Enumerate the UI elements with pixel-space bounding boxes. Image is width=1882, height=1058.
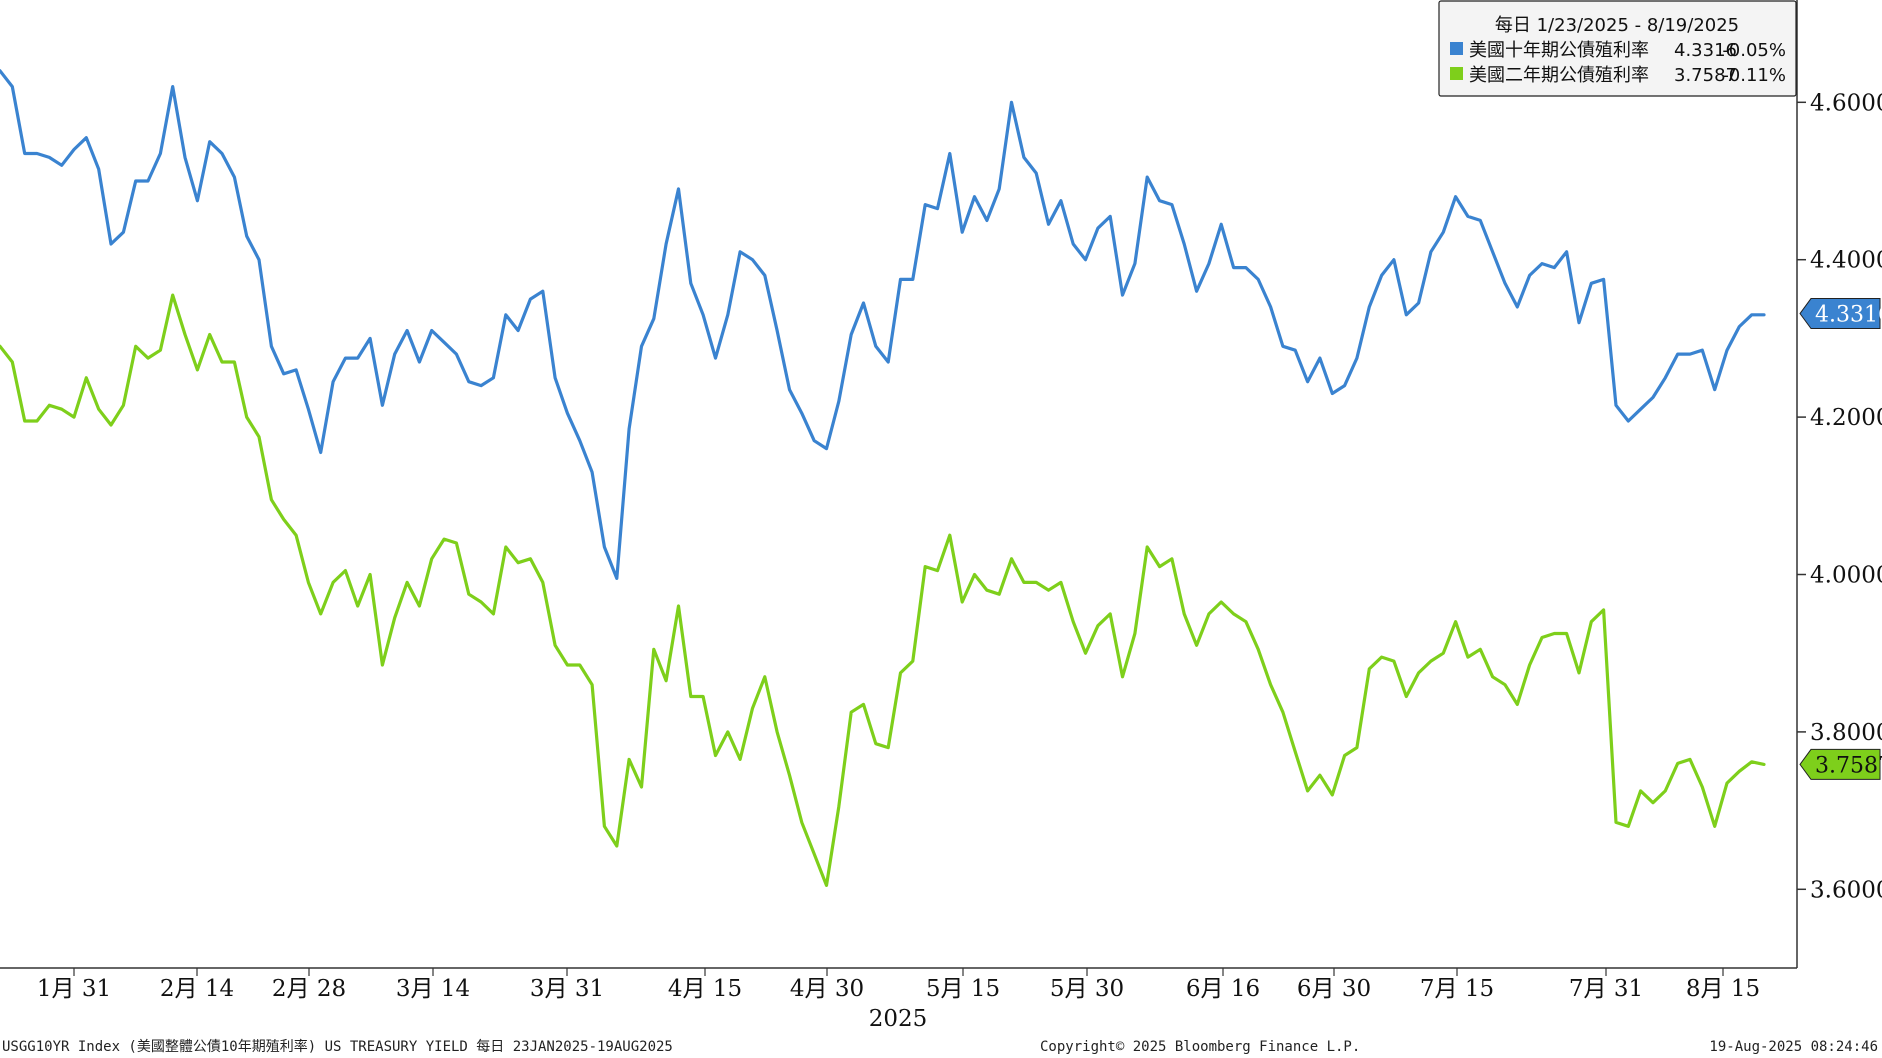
x-tick-label: 8月 15 [1686,976,1760,1002]
legend-change-10y: -0.05% [1722,40,1786,61]
legend-label-10y: 美國十年期公債殖利率 [1469,39,1649,61]
x-tick-label: 3月 31 [530,976,604,1002]
last-value-badges: 4.3316 3.7587 [1799,298,1882,780]
x-tick-label: 7月 15 [1420,976,1494,1002]
y-tick-label: 4.4000 [1810,248,1882,274]
y-tick-label: 4.2000 [1810,405,1882,431]
legend-label-2y: 美國二年期公債殖利率 [1469,64,1649,86]
x-tick-label: 2月 28 [272,976,346,1002]
y-tick-label: 3.8000 [1810,720,1882,746]
x-tick-label: 5月 15 [926,976,1000,1002]
footer-timestamp: 19-Aug-2025 08:24:46 [1709,1039,1878,1055]
x-tick-label: 6月 16 [1186,976,1260,1002]
badge-shape [1799,298,1881,330]
series-layer [0,69,1766,888]
x-tick-label: 1月 31 [37,976,111,1002]
legend-swatch-10y [1450,42,1463,55]
badge-value: 4.3316 [1815,303,1882,328]
series-line-2y [0,293,1766,888]
legend-swatch-2y [1450,67,1463,80]
badge-value: 3.7587 [1815,753,1882,778]
x-tick-label: 5月 30 [1050,976,1124,1002]
x-axis: 1月 31 2月 14 2月 28 3月 14 3月 31 4月 15 4月 30 5月 15… [37,968,1760,1002]
x-tick-label: 4月 15 [668,976,742,1002]
footer-copyright: Copyright© 2025 Bloomberg Finance L.P. [1040,1039,1360,1055]
series-line-10y [0,69,1766,581]
y-tick-label: 4.0000 [1810,563,1882,589]
legend-change-2y: -0.11% [1722,65,1786,86]
y-tick-label: 3.6000 [1810,877,1882,903]
y-axis: 4.6000 4.4000 4.2000 4.0000 3.8000 3.6000 [1797,90,1882,903]
last-value-badge-2y: 3.7587 [1799,748,1882,780]
legend-last-10y: 4.3316 [1674,40,1737,61]
legend-last-2y: 3.7587 [1674,65,1737,86]
x-tick-label: 7月 31 [1569,976,1643,1002]
y-tick-label: 4.6000 [1810,90,1882,116]
legend-box [1438,0,1797,97]
x-tick-label: 4月 30 [790,976,864,1002]
x-tick-label: 2月 14 [160,976,234,1002]
legend-header: 每日 1/23/2025 - 8/19/2025 [1495,15,1739,36]
footer-index-info: USGG10YR Index (美國整體公債10年期殖利率) US TREASU… [2,1038,673,1055]
badge-shape [1799,748,1881,780]
x-tick-label: 3月 14 [396,976,470,1002]
x-year-label: 2025 [869,1006,928,1032]
legend: 每日 1/23/2025 - 8/19/2025 美國十年期公債殖利率 4.33… [1438,0,1797,97]
x-tick-label: 6月 30 [1297,976,1371,1002]
last-value-badge-10y: 4.3316 [1799,298,1882,330]
